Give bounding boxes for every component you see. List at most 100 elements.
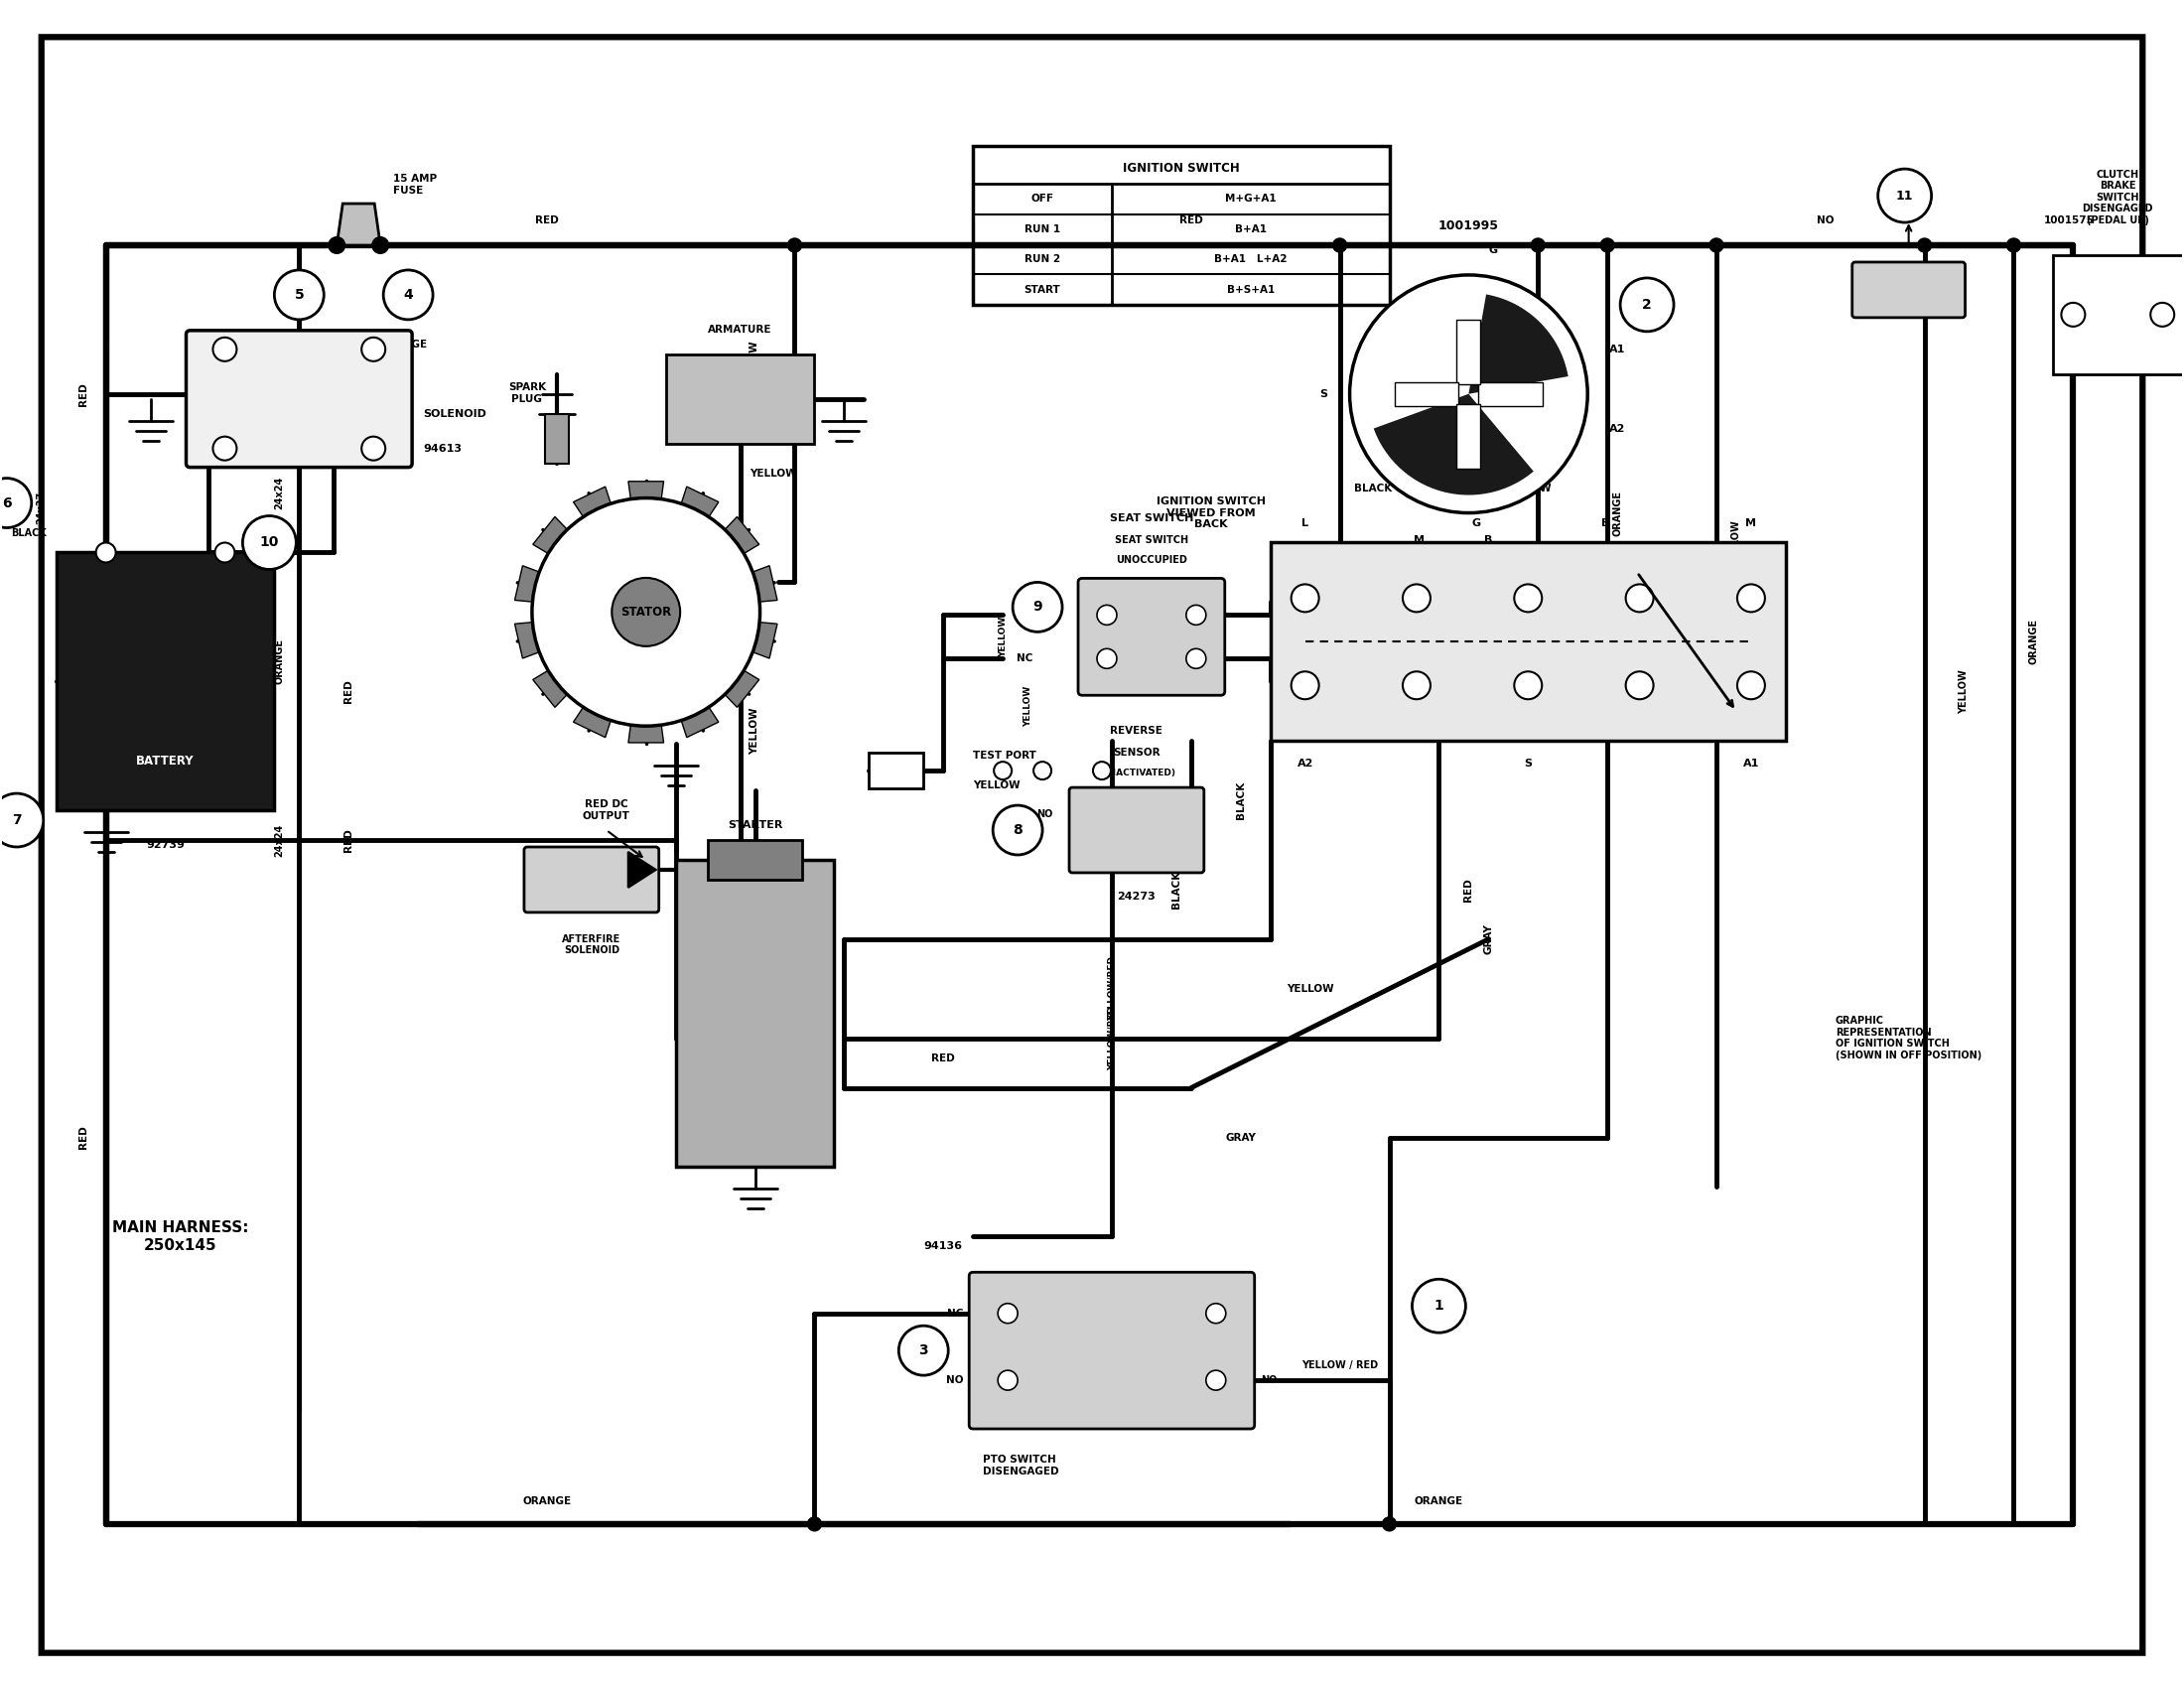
Text: B+A1: B+A1 (1234, 224, 1267, 234)
Polygon shape (629, 726, 664, 743)
Polygon shape (629, 482, 664, 498)
Circle shape (275, 269, 323, 320)
Text: M: M (1745, 517, 1756, 527)
Circle shape (1621, 278, 1673, 332)
Bar (57, 552, 275, 810)
Text: G: G (1472, 517, 1481, 527)
Circle shape (1096, 605, 1116, 625)
Circle shape (214, 542, 234, 562)
Bar (974, 147, 1389, 305)
Text: 3: 3 (919, 1344, 928, 1357)
Circle shape (808, 1517, 821, 1531)
Text: NO: NO (946, 1376, 963, 1386)
Circle shape (1291, 584, 1319, 611)
Bar (546, 414, 568, 463)
Polygon shape (681, 707, 719, 738)
Text: RED: RED (1463, 877, 1474, 901)
Text: IGNITION SWITCH: IGNITION SWITCH (1123, 162, 1241, 175)
Text: YELLOW: YELLOW (1505, 483, 1551, 493)
Text: 1001575: 1001575 (2044, 216, 2094, 226)
Polygon shape (629, 852, 655, 887)
Text: RED: RED (79, 581, 87, 605)
Text: YELLOW: YELLOW (1959, 669, 1970, 714)
Circle shape (1736, 672, 1765, 699)
Text: 92739: 92739 (146, 840, 186, 850)
Polygon shape (533, 517, 568, 554)
Circle shape (612, 578, 679, 647)
Polygon shape (1457, 320, 1481, 384)
Text: 24x24: 24x24 (275, 477, 284, 510)
Circle shape (212, 337, 236, 362)
Text: ORANGE: ORANGE (1612, 490, 1623, 536)
Text: YELLOW: YELLOW (1024, 685, 1033, 727)
Text: ORANGE: ORANGE (522, 1497, 572, 1505)
Text: 94613: 94613 (424, 443, 461, 453)
Text: SEAT SWITCH: SEAT SWITCH (1109, 514, 1192, 522)
Text: SOLENOID: SOLENOID (424, 409, 487, 419)
Text: OFF: OFF (1031, 194, 1055, 204)
Bar (708, 840, 802, 879)
Text: B: B (1601, 517, 1610, 527)
Circle shape (1291, 672, 1319, 699)
Text: NO: NO (1035, 810, 1053, 818)
Circle shape (1918, 239, 1931, 253)
Text: M: M (1413, 536, 1424, 544)
Text: 11: 11 (1896, 189, 1913, 202)
Text: RED: RED (933, 1052, 954, 1063)
Circle shape (1206, 1371, 1225, 1391)
Text: SENSOR: SENSOR (1114, 748, 1160, 758)
Polygon shape (336, 204, 380, 246)
Circle shape (2062, 303, 2086, 327)
Circle shape (1402, 672, 1431, 699)
Circle shape (1402, 584, 1431, 611)
Text: ORANGE: ORANGE (378, 340, 428, 349)
Circle shape (1531, 239, 1544, 253)
Text: BLACK: BLACK (1350, 369, 1389, 379)
Circle shape (2151, 303, 2175, 327)
Polygon shape (515, 566, 539, 601)
Polygon shape (725, 670, 760, 707)
FancyBboxPatch shape (1852, 263, 1966, 318)
Circle shape (330, 239, 343, 253)
Text: YELLOW: YELLOW (974, 780, 1020, 790)
Text: YELLOW: YELLOW (749, 468, 797, 478)
Circle shape (1878, 168, 1931, 222)
Text: RED: RED (343, 680, 354, 704)
Polygon shape (725, 517, 760, 554)
Circle shape (242, 515, 297, 569)
Text: ORANGE: ORANGE (2029, 620, 2038, 665)
Text: MAIN HARNESS:
250x145: MAIN HARNESS: 250x145 (111, 1221, 249, 1253)
Circle shape (212, 436, 236, 460)
Text: BLACK: BLACK (11, 527, 46, 537)
Text: BLACK: BLACK (1236, 781, 1245, 820)
Circle shape (96, 542, 116, 562)
Text: A2: A2 (1610, 424, 1625, 433)
Circle shape (994, 805, 1042, 855)
Text: 7: 7 (11, 813, 22, 827)
Text: 10: 10 (260, 536, 280, 549)
Text: UNOCCUPIED: UNOCCUPIED (1116, 556, 1188, 566)
Circle shape (384, 269, 432, 320)
Circle shape (1625, 672, 1653, 699)
Circle shape (1206, 1303, 1225, 1324)
Text: NO: NO (1260, 1376, 1278, 1386)
Circle shape (1013, 583, 1061, 632)
Text: BLACK: BLACK (1354, 483, 1393, 493)
Text: M+G+A1: M+G+A1 (1225, 194, 1275, 204)
Polygon shape (753, 621, 778, 658)
Text: NC: NC (948, 1308, 963, 1319)
Circle shape (2007, 239, 2020, 253)
Polygon shape (574, 707, 612, 738)
Text: IGNITION SWITCH
VIEWED FROM
BACK: IGNITION SWITCH VIEWED FROM BACK (1155, 497, 1265, 529)
Text: RED: RED (535, 216, 559, 226)
FancyBboxPatch shape (1079, 578, 1225, 695)
Circle shape (1332, 239, 1348, 253)
Polygon shape (1374, 394, 1533, 495)
Text: RUN 2: RUN 2 (1024, 254, 1061, 264)
Text: A1: A1 (1610, 344, 1625, 354)
Text: YELLOW/RED: YELLOW/RED (1107, 1005, 1116, 1071)
Polygon shape (753, 566, 778, 601)
Text: RED: RED (343, 829, 354, 852)
Circle shape (363, 337, 384, 362)
Text: RED: RED (79, 1125, 87, 1148)
